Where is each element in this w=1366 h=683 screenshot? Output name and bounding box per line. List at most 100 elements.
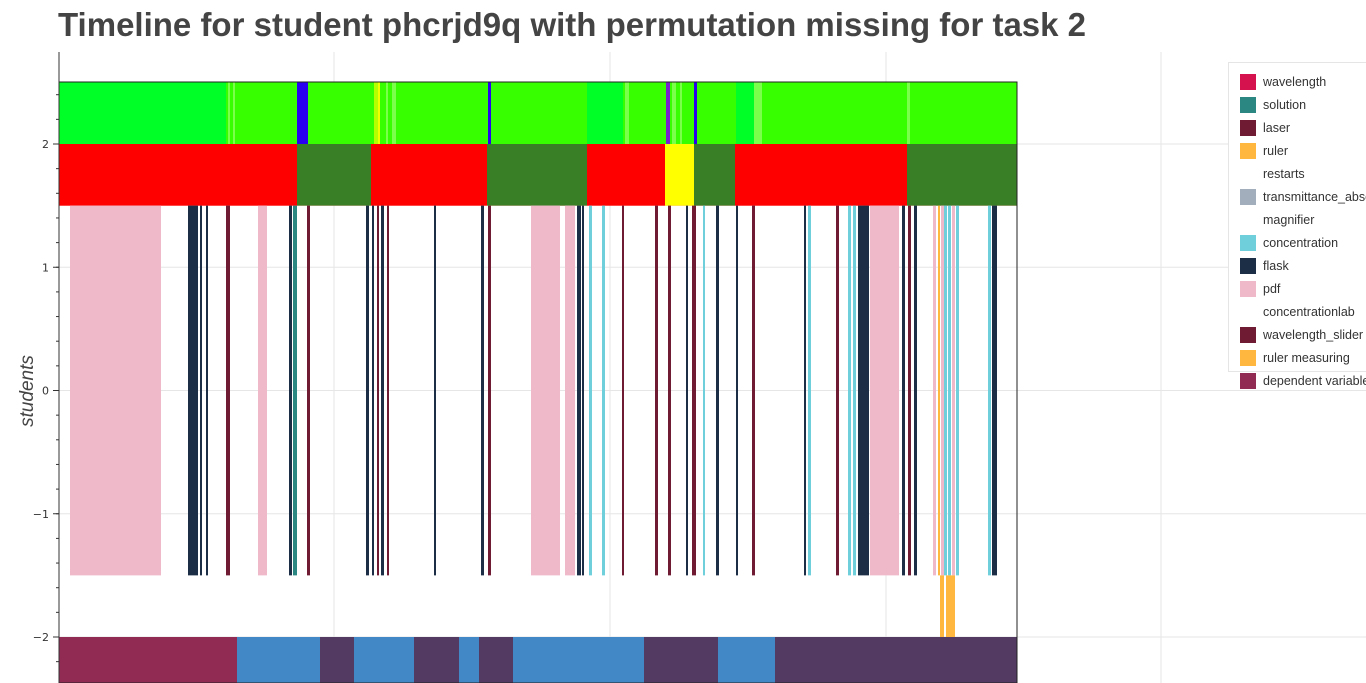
legend-item: laser — [1240, 119, 1290, 137]
action-row-segment — [804, 205, 806, 576]
legend-label: laser — [1263, 121, 1291, 135]
legend-label: dependent variable — [1263, 374, 1366, 388]
top-state-row-segment — [623, 82, 666, 144]
action-row-segment — [933, 205, 936, 576]
legend-label: pdf — [1263, 282, 1281, 296]
legend-label: magnifier — [1263, 213, 1315, 227]
action-row-segment — [206, 205, 208, 576]
top-state-row-segment — [916, 82, 1017, 144]
top-state-row-segment — [297, 82, 308, 144]
action-row-segment — [808, 205, 811, 576]
action-row-segment — [870, 205, 899, 576]
legend-item: concentration — [1240, 234, 1338, 252]
action-row-segment — [577, 205, 581, 576]
legend-item: pdf — [1240, 280, 1280, 298]
action-row-segment — [434, 205, 436, 576]
top-state-row-segment — [228, 82, 230, 144]
measurement-row-segment — [946, 575, 955, 637]
top-state-row-segment — [392, 82, 396, 144]
action-row-segment — [848, 205, 851, 576]
legend-item: wavelength_slider — [1240, 326, 1363, 344]
top-state-row-segment — [378, 82, 380, 144]
action-row-segment — [655, 205, 658, 576]
action-row-segment — [289, 205, 292, 576]
action-row-segment — [908, 205, 911, 576]
legend-label: concentration — [1263, 236, 1339, 250]
status-row-segment — [735, 144, 907, 206]
action-row-segment — [703, 205, 705, 576]
legend-label: wavelength — [1263, 75, 1327, 89]
top-state-row-segment — [233, 82, 235, 144]
y-tick-label: 0 — [42, 385, 49, 398]
y-tick-label: −2 — [33, 631, 49, 644]
y-tick-label: 1 — [42, 261, 49, 274]
legend-swatch — [1240, 74, 1256, 90]
action-row-segment — [752, 205, 755, 576]
legend-item: restarts — [1240, 165, 1305, 183]
status-row-segment — [587, 144, 665, 206]
status-row-segment — [907, 144, 1017, 206]
status-row-segment — [487, 144, 587, 206]
top-state-row-segment — [226, 82, 297, 144]
legend-item: wavelength — [1240, 73, 1326, 91]
variable-row-segment — [513, 637, 644, 683]
action-row-segment — [914, 205, 917, 576]
legend-label: flask — [1263, 259, 1289, 273]
y-tick-label: −1 — [33, 508, 49, 521]
action-row-segment — [992, 205, 997, 576]
variable-row-segment — [479, 637, 513, 683]
action-row-segment — [589, 205, 592, 576]
top-state-row-segment — [910, 82, 916, 144]
top-state-row-segment — [386, 82, 388, 144]
legend-swatch — [1240, 304, 1256, 320]
status-row-segment — [371, 144, 487, 206]
action-row-segment — [952, 205, 955, 576]
status-row-segment — [59, 144, 297, 206]
legend-swatch — [1240, 212, 1256, 228]
legend-swatch — [1240, 189, 1256, 205]
top-state-row-segment — [680, 82, 682, 144]
top-state-row-segment — [762, 82, 907, 144]
top-state-row-segment — [491, 82, 587, 144]
top-state-row-segment — [374, 82, 378, 144]
legend-item: concentrationlab — [1240, 303, 1355, 321]
top-state-row-segment — [587, 82, 623, 144]
action-row-segment — [481, 205, 484, 576]
action-row-segment — [188, 205, 198, 576]
variable-row-segment — [320, 637, 354, 683]
action-row-segment — [988, 205, 991, 576]
legend-label: concentrationlab — [1263, 305, 1355, 319]
action-row-segment — [531, 205, 560, 576]
legend: wavelength solution laser ruler restarts tran… — [1228, 62, 1366, 389]
legend-label: restarts — [1263, 167, 1305, 181]
measurement-row-segment — [940, 575, 944, 637]
y-axis: 2 1 0 −1 −2 — [33, 52, 60, 683]
variable-row-segment — [414, 637, 459, 683]
top-state-row-segment — [488, 82, 491, 144]
action-row-segment — [736, 205, 738, 576]
action-row-segment — [488, 205, 491, 576]
legend-swatch — [1240, 350, 1256, 366]
action-row-segment — [956, 205, 959, 576]
top-state-row-segment — [380, 82, 488, 144]
action-row-segment — [944, 205, 947, 576]
top-state-row-segment — [672, 82, 676, 144]
variable-row-segment — [459, 637, 479, 683]
action-row-segment — [858, 205, 869, 576]
action-row-segment — [602, 205, 605, 576]
top-state-row-segment — [666, 82, 670, 144]
action-row-segment — [622, 205, 624, 576]
action-row-segment — [692, 205, 696, 576]
legend-item: solution — [1240, 96, 1306, 114]
legend-swatch — [1240, 120, 1256, 136]
variable-row-segment — [237, 637, 320, 683]
action-row-segment — [200, 205, 202, 576]
legend-label: ruler measuring — [1263, 351, 1350, 365]
legend-label: solution — [1263, 98, 1307, 112]
legend-label: transmittance_absorbance — [1263, 190, 1366, 204]
legend-label: ruler — [1263, 144, 1289, 158]
action-row-segment — [381, 205, 384, 576]
top-state-row-segment — [697, 82, 736, 144]
chart-title: Timeline for student phcrjd9q with permu… — [58, 6, 1087, 43]
variable-row-segment — [775, 637, 1017, 683]
